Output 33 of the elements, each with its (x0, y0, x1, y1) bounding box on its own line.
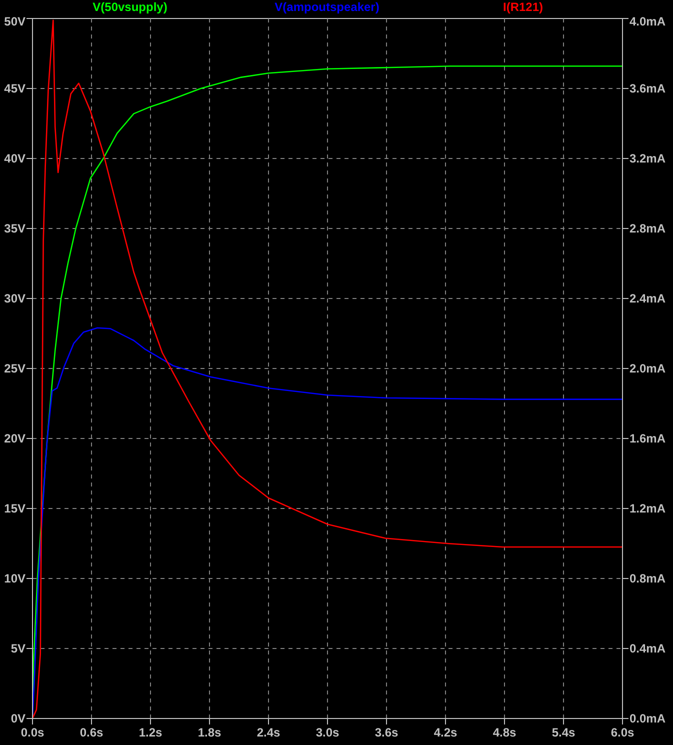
x-tick-label: 6.0s (610, 726, 635, 740)
y-tick-label: 50V (4, 14, 26, 28)
y-tick-label: 0V (10, 712, 26, 726)
y-tick-label: 15V (4, 502, 26, 516)
x-tick-label: 3.6s (374, 726, 399, 740)
x-tick-label: 0.6s (80, 726, 104, 740)
y-tick-label: 5V (10, 642, 26, 656)
y2-tick-label: 3.2mA (630, 152, 666, 166)
y2-tick-label: 2.4mA (630, 292, 666, 306)
x-tick-label: 1.2s (138, 726, 163, 740)
y-tick-label: 40V (4, 152, 26, 166)
x-tick-label: 5.4s (552, 726, 576, 740)
y2-tick-label: 0.0mA (630, 712, 666, 726)
y-tick-label: 10V (4, 572, 26, 586)
y2-tick-label: 1.6mA (630, 432, 666, 446)
y-tick-label: 45V (4, 82, 26, 96)
y-tick-label: 25V (4, 362, 26, 376)
x-tick-label: 1.8s (198, 726, 222, 740)
y-tick-label: 35V (4, 222, 26, 236)
x-tick-label: 2.4s (256, 726, 281, 740)
x-tick-label: 4.2s (434, 726, 458, 740)
y-tick-label: 20V (4, 432, 26, 446)
x-tick-label: 0.0s (20, 726, 45, 740)
y2-tick-label: 2.0mA (630, 362, 666, 376)
y2-tick-label: 0.4mA (630, 642, 666, 656)
y2-tick-label: 3.6mA (630, 82, 666, 96)
y2-tick-label: 1.2mA (630, 502, 666, 516)
y2-tick-label: 0.8mA (630, 572, 666, 586)
y2-tick-label: 2.8mA (630, 222, 666, 236)
x-tick-label: 3.0s (316, 726, 340, 740)
y2-tick-label: 4.0mA (630, 14, 666, 28)
x-tick-label: 4.8s (492, 726, 517, 740)
y-tick-label: 30V (4, 292, 26, 306)
